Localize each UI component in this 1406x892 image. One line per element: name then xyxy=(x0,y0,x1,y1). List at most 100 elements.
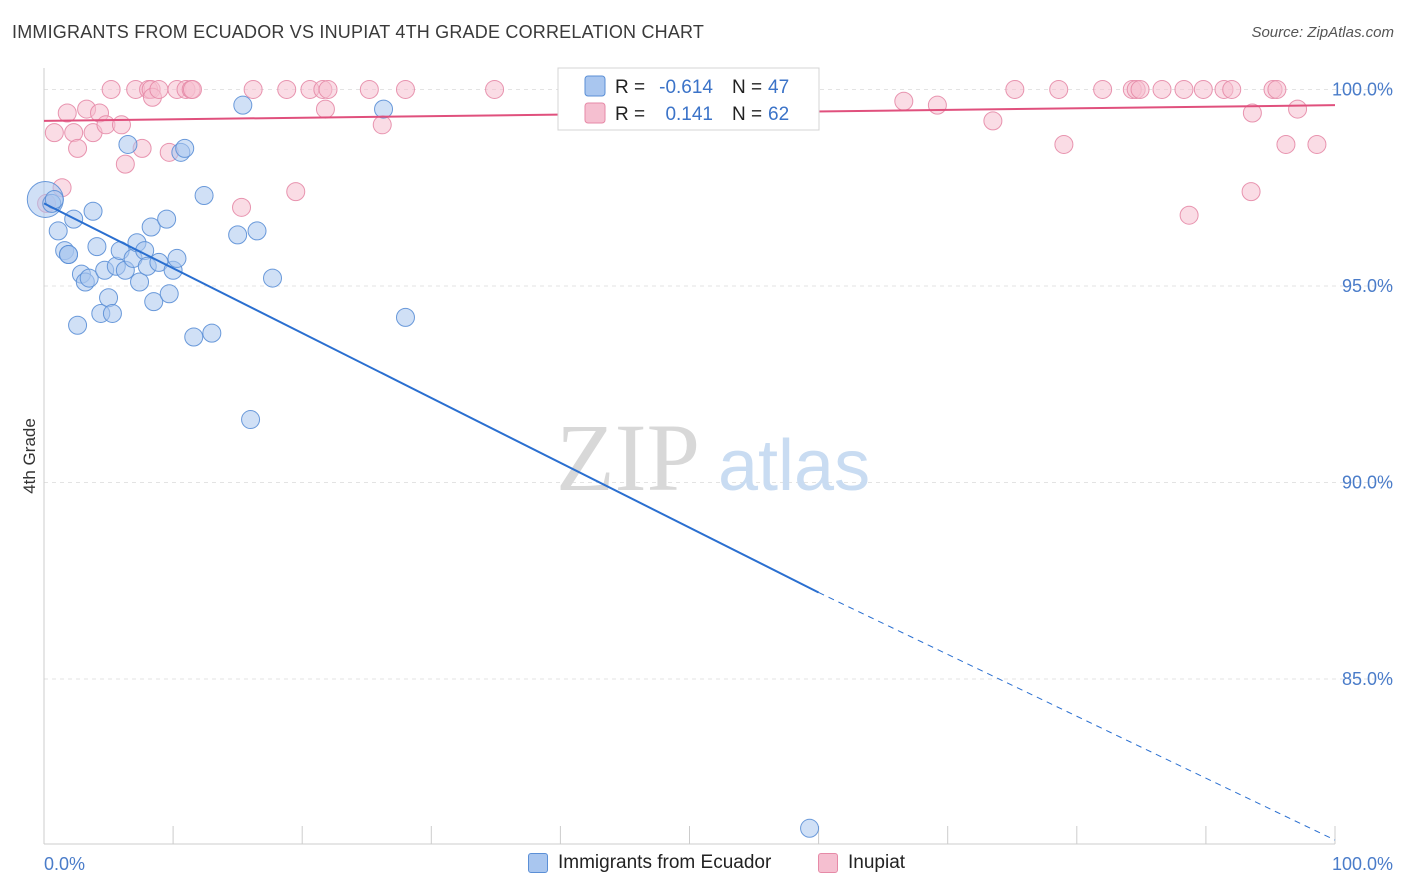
inupiat-point xyxy=(983,111,1003,131)
inupiat-point xyxy=(182,79,202,99)
source-label: Source: ZipAtlas.com xyxy=(1251,24,1394,41)
ecuador-point xyxy=(102,303,122,323)
y-tick-label: 85.0% xyxy=(1342,669,1393,689)
inupiat-point xyxy=(1241,182,1261,202)
inupiat-point xyxy=(232,197,252,217)
inupiat-point xyxy=(894,91,914,111)
inupiat-point xyxy=(315,99,335,119)
y-axis-label: 4th Grade xyxy=(20,418,39,494)
inupiat-point xyxy=(485,79,505,99)
x-tick-label-max: 100.0% xyxy=(1332,854,1393,874)
ecuador-point xyxy=(118,134,138,154)
ecuador-point xyxy=(247,221,267,241)
ecuador-point xyxy=(48,221,68,241)
inupiat-point xyxy=(1267,79,1287,99)
inupiat-point xyxy=(395,79,415,99)
ecuador-point xyxy=(130,272,150,292)
inupiat-point xyxy=(1093,79,1113,99)
inupiat-point xyxy=(318,79,338,99)
legend-item-ecuador[interactable]: Immigrants from Ecuador xyxy=(528,852,771,874)
x-tick-label-min: 0.0% xyxy=(44,854,85,874)
stats-r-label-1: R = xyxy=(615,77,645,98)
inupiat-point xyxy=(101,79,121,99)
chart-title: IMMIGRANTS FROM ECUADOR VS INUPIAT 4TH G… xyxy=(12,22,705,42)
inupiat-point xyxy=(1179,205,1199,225)
inupiat-point xyxy=(1054,134,1074,154)
inupiat-point xyxy=(64,123,84,143)
stats-n-label-2: N = xyxy=(732,104,762,125)
ecuador-point xyxy=(228,225,248,245)
inupiat-point xyxy=(1276,134,1296,154)
ecuador-point xyxy=(175,138,195,158)
stats-n-label-1: N = xyxy=(732,77,762,98)
trend-line-ecuador-extension xyxy=(818,592,1336,841)
ecuador-point xyxy=(83,201,103,221)
inupiat-point xyxy=(57,103,77,123)
ecuador-point xyxy=(157,209,177,229)
trend-line-ecuador xyxy=(43,202,820,594)
ecuador-point xyxy=(194,186,214,206)
ecuador-point xyxy=(141,217,161,237)
ecuador-point xyxy=(159,284,179,304)
ecuador-point xyxy=(241,410,261,430)
y-tick-label: 90.0% xyxy=(1342,472,1393,492)
stats-n-value-2: 62 xyxy=(768,104,789,125)
inupiat-point xyxy=(1288,99,1308,119)
ecuador-point xyxy=(800,818,820,838)
stats-swatch-blue xyxy=(584,75,606,97)
inupiat-point xyxy=(44,123,64,143)
legend-item-inupiat[interactable]: Inupiat xyxy=(818,852,905,874)
ecuador-point xyxy=(99,288,119,308)
inupiat-point xyxy=(286,182,306,202)
y-tick-labels: 85.0% 90.0% 95.0% 100.0% xyxy=(1332,79,1393,689)
inupiat-point xyxy=(1049,79,1069,99)
stats-legend: R = -0.614 N = 47 R = 0.141 N = 62 xyxy=(557,67,820,131)
inupiat-point xyxy=(68,138,88,158)
ecuador-point xyxy=(263,268,283,288)
inupiat-point xyxy=(1242,103,1262,123)
y-tick-label: 100.0% xyxy=(1332,79,1393,99)
watermark-atlas: atlas xyxy=(718,426,870,506)
inupiat-point xyxy=(111,115,131,135)
watermark: ZIP atlas xyxy=(556,404,870,511)
inupiat-point xyxy=(243,79,263,99)
legend-swatch-blue xyxy=(528,853,548,873)
ecuador-point xyxy=(59,245,79,264)
ecuador-point xyxy=(167,248,187,268)
x-ticks xyxy=(172,826,1336,844)
stats-r-value-1: -0.614 xyxy=(659,77,713,98)
stats-swatch-pink xyxy=(584,102,606,124)
inupiat-point xyxy=(1005,79,1025,99)
inupiat-point xyxy=(372,115,392,135)
inupiat-point xyxy=(277,79,297,99)
stats-r-value-2: 0.141 xyxy=(665,104,713,125)
ecuador-point xyxy=(144,292,164,312)
series-ecuador-points xyxy=(26,95,820,838)
ecuador-point xyxy=(79,268,99,288)
gridlines xyxy=(44,88,1396,680)
legend-swatch-pink xyxy=(818,853,838,873)
ecuador-point xyxy=(68,315,88,335)
inupiat-point xyxy=(1174,79,1194,99)
inupiat-point xyxy=(1193,79,1213,99)
ecuador-point xyxy=(87,237,107,257)
stats-r-label-2: R = xyxy=(615,104,645,125)
bottom-legend: Immigrants from Ecuador Inupiat xyxy=(0,848,1406,882)
watermark-zip: ZIP xyxy=(556,404,700,511)
ecuador-point xyxy=(395,307,415,327)
legend-label-ecuador: Immigrants from Ecuador xyxy=(558,852,772,873)
stats-n-value-1: 47 xyxy=(768,77,789,98)
y-tick-label: 95.0% xyxy=(1342,276,1393,296)
inupiat-point xyxy=(149,79,169,99)
inupiat-point xyxy=(927,95,947,115)
ecuador-point xyxy=(374,99,394,119)
inupiat-point xyxy=(1222,79,1242,99)
inupiat-point xyxy=(1152,79,1172,99)
inupiat-point xyxy=(1307,134,1327,154)
ecuador-point xyxy=(233,95,253,115)
inupiat-point xyxy=(115,154,135,174)
ecuador-point xyxy=(184,327,204,347)
legend-label-inupiat: Inupiat xyxy=(848,852,906,873)
ecuador-point xyxy=(202,323,222,343)
